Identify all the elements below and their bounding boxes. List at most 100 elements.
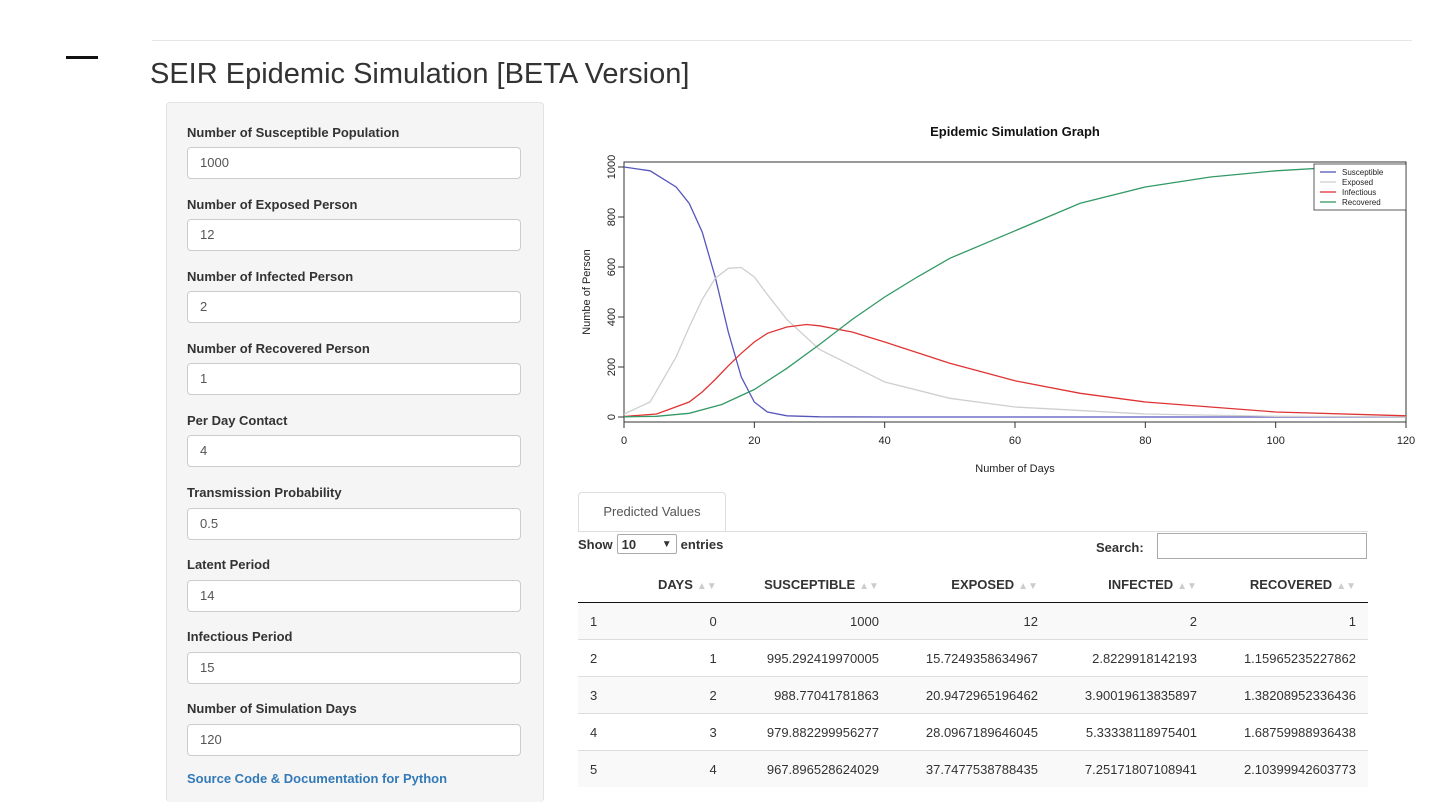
search-input[interactable]	[1157, 533, 1367, 559]
cell-days: 1	[632, 639, 729, 677]
y-axis-label: Numbe of Person	[581, 249, 593, 335]
predicted-values-table: DAYS ▲▼ SUSCEPTIBLE ▲▼ EXPOSED ▲▼ INFECTED ▲…	[578, 566, 1368, 787]
sort-arrows-icon: ▲▼	[1177, 580, 1197, 592]
infected-label: Number of Infected Person	[187, 269, 354, 284]
cell-infected: 5.33338118975401	[1049, 713, 1209, 751]
susceptible-label: Number of Susceptible Population	[187, 125, 400, 140]
cell-infected: 2.8229918142193	[1049, 639, 1209, 677]
cell-exposed: 37.7477538788435	[890, 750, 1050, 787]
row-number: 3	[578, 676, 632, 714]
search-label: Search:	[1096, 540, 1144, 555]
entries-select[interactable]: 10 ▼	[616, 534, 677, 554]
transmission-label: Transmission Probability	[187, 485, 342, 500]
table-row: 1 0 1000 12 2 1	[578, 602, 1368, 640]
cell-susceptible: 979.882299956277	[728, 713, 891, 751]
y-tick-label: 400	[606, 308, 618, 326]
header-infected[interactable]: INFECTED ▲▼	[1049, 566, 1209, 603]
cell-recovered: 1	[1208, 602, 1368, 640]
cell-infected: 7.25171807108941	[1049, 750, 1209, 787]
header-days[interactable]: DAYS ▲▼	[632, 566, 729, 603]
recovered-label: Number of Recovered Person	[187, 341, 370, 356]
cell-infected: 2	[1049, 602, 1209, 640]
latent-label: Latent Period	[187, 557, 271, 572]
transmission-input[interactable]: 0.5	[187, 508, 521, 540]
legend-label: Susceptible	[1342, 168, 1384, 177]
cell-recovered: 2.10399942603773	[1208, 750, 1368, 787]
sort-arrows-icon: ▲▼	[1336, 580, 1356, 592]
tab-divider	[578, 531, 1368, 532]
series-line-infectious	[623, 323, 1407, 418]
series-line-exposed	[623, 266, 1407, 418]
row-number: 2	[578, 639, 632, 677]
cell-susceptible: 967.896528624029	[728, 750, 891, 787]
table-row: 2 1 995.292419970005 15.7249358634967 2.…	[578, 639, 1368, 677]
simulation-days-input[interactable]: 120	[187, 724, 521, 756]
table-row: 3 2 988.77041781863 20.9472965196462 3.9…	[578, 676, 1368, 714]
header-exposed-label: EXPOSED	[951, 576, 1015, 592]
minus-icon[interactable]	[66, 56, 98, 59]
legend-label: Recovered	[1342, 198, 1381, 207]
header-exposed[interactable]: EXPOSED ▲▼	[890, 566, 1050, 603]
x-tick-label: 120	[1397, 435, 1415, 447]
infected-input[interactable]: 2	[187, 291, 521, 323]
header-recovered[interactable]: RECOVERED ▲▼	[1208, 566, 1368, 603]
row-number: 4	[578, 713, 632, 751]
infectious-period-input[interactable]: 15	[187, 652, 521, 684]
legend-label: Exposed	[1342, 178, 1373, 187]
sort-arrows-icon: ▲▼	[1018, 580, 1038, 592]
show-label: Show	[578, 536, 613, 552]
cell-days: 0	[632, 602, 729, 640]
simulation-days-label: Number of Simulation Days	[187, 701, 357, 716]
x-tick-label: 40	[879, 435, 891, 447]
header-index	[578, 566, 632, 603]
epidemic-chart: Epidemic Simulation Graph 0 20 40 60 80 100 120…	[581, 124, 1415, 475]
recovered-input[interactable]: 1	[187, 363, 521, 395]
cell-days: 2	[632, 676, 729, 714]
input-sidebar: Number of Susceptible Population 1000 Nu…	[166, 102, 544, 802]
cell-recovered: 1.38208952336436	[1208, 676, 1368, 714]
x-tick-label: 0	[621, 435, 627, 447]
table-row: 5 4 967.896528624029 37.7477538788435 7.…	[578, 750, 1368, 787]
header-days-label: DAYS	[657, 576, 693, 592]
y-tick-label: 1000	[606, 155, 618, 179]
chart-title: Epidemic Simulation Graph	[930, 124, 1100, 139]
cell-exposed: 12	[890, 602, 1050, 640]
cell-exposed: 15.7249358634967	[890, 639, 1050, 677]
sort-arrows-icon: ▲▼	[696, 580, 717, 592]
legend-label: Infectious	[1342, 188, 1376, 197]
exposed-label: Number of Exposed Person	[187, 197, 358, 212]
cell-susceptible: 995.292419970005	[728, 639, 891, 677]
entries-select-value: 10	[621, 536, 637, 552]
y-tick-label: 0	[606, 414, 618, 420]
length-control: Show 10 ▼ entries	[578, 534, 723, 554]
cell-days: 4	[632, 750, 729, 787]
cell-susceptible: 988.77041781863	[728, 676, 891, 714]
susceptible-input[interactable]: 1000	[187, 147, 521, 179]
row-number: 1	[578, 602, 632, 640]
triangle-down-icon: ▼	[661, 538, 672, 550]
exposed-input[interactable]: 12	[187, 219, 521, 251]
contact-input[interactable]: 4	[187, 435, 521, 467]
header-recovered-label: RECOVERED	[1249, 576, 1333, 592]
entries-label: entries	[680, 536, 724, 552]
header-infected-label: INFECTED	[1108, 576, 1174, 592]
x-tick-label: 20	[748, 435, 760, 447]
cell-exposed: 20.9472965196462	[890, 676, 1050, 714]
header-susceptible-label: SUSCEPTIBLE	[764, 576, 856, 592]
x-axis-label: Number of Days	[975, 463, 1055, 475]
contact-label: Per Day Contact	[187, 413, 288, 428]
cell-infected: 3.90019613835897	[1049, 676, 1209, 714]
row-number: 5	[578, 750, 632, 787]
cell-recovered: 1.68759988936438	[1208, 713, 1368, 751]
tab-predicted-values[interactable]: Predicted Values	[578, 492, 726, 532]
x-tick-label: 60	[1009, 435, 1021, 447]
series-line-recovered	[623, 165, 1407, 418]
cell-recovered: 1.15965235227862	[1208, 639, 1368, 677]
latent-input[interactable]: 14	[187, 580, 521, 612]
header-susceptible[interactable]: SUSCEPTIBLE ▲▼	[728, 566, 891, 603]
y-tick-label: 800	[606, 208, 618, 226]
source-code-link[interactable]: Source Code & Documentation for Python	[187, 771, 448, 786]
table-row: 4 3 979.882299956277 28.0967189646045 5.…	[578, 713, 1368, 751]
plot-frame	[623, 161, 1407, 423]
cell-exposed: 28.0967189646045	[890, 713, 1050, 751]
